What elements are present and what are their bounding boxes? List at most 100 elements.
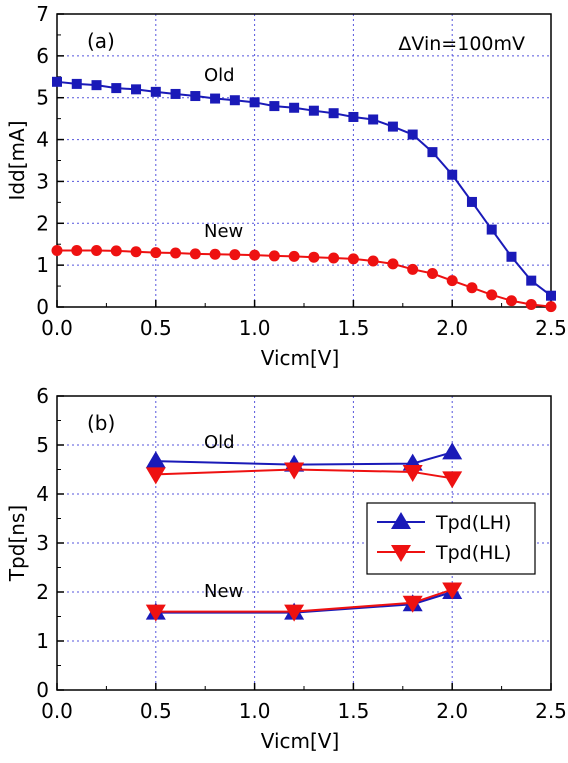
legend-label: Tpd(HL)	[435, 542, 511, 564]
data-point	[110, 245, 122, 257]
data-point	[348, 111, 359, 122]
old-curve-label: Old	[204, 65, 235, 86]
legend-marker	[391, 545, 411, 562]
legend-box	[366, 502, 536, 575]
data-point	[51, 244, 63, 256]
y-tick-label: 2	[36, 211, 49, 235]
y-tick-label: 1	[36, 629, 49, 653]
data-point	[170, 247, 182, 259]
data-point	[506, 251, 517, 262]
data-point	[209, 248, 221, 260]
x-tick-label: 0.5	[140, 316, 172, 340]
data-point	[210, 93, 221, 104]
data-point	[284, 604, 305, 622]
data-point	[442, 442, 463, 460]
y-tick-label: 3	[36, 531, 49, 555]
data-point	[91, 244, 103, 256]
data-point	[446, 275, 458, 287]
x-tick-label: 0.5	[140, 699, 172, 723]
data-point	[466, 196, 477, 207]
old-group-label: Old	[204, 432, 235, 453]
legend: Tpd(LH) Tpd(HL)	[366, 502, 536, 575]
data-point	[367, 255, 379, 267]
data-point	[145, 604, 166, 622]
data-point	[308, 105, 319, 116]
series-tpd-hl-	[145, 582, 463, 622]
x-tick-label: 1.0	[239, 316, 271, 340]
data-point	[442, 471, 463, 489]
y-tick-label: 5	[36, 86, 49, 110]
data-point	[407, 129, 418, 140]
y-tick-label: 0	[36, 295, 49, 319]
data-point	[268, 250, 280, 262]
series-line	[155, 588, 453, 613]
data-point	[387, 121, 398, 132]
data-point	[71, 78, 82, 89]
x-tick-label: 1.5	[337, 699, 369, 723]
data-point	[249, 249, 261, 261]
data-point	[402, 595, 423, 613]
data-point	[229, 249, 241, 261]
series-line	[155, 451, 453, 466]
data-point	[289, 102, 300, 113]
panel-label: (a)	[87, 29, 115, 53]
data-point	[150, 86, 161, 97]
data-point	[328, 108, 339, 119]
data-point	[407, 263, 419, 275]
data-point	[229, 95, 240, 106]
y-tick-label: 0	[36, 678, 49, 702]
data-point	[387, 258, 399, 270]
data-point	[427, 147, 438, 158]
y-tick-label: 6	[36, 384, 49, 408]
data-point	[466, 282, 478, 294]
data-point	[170, 88, 181, 99]
y-tick-label: 2	[36, 580, 49, 604]
x-tick-label: 0.0	[41, 316, 73, 340]
data-point	[486, 224, 497, 235]
data-point	[328, 252, 340, 264]
data-point	[447, 169, 458, 180]
data-point	[546, 290, 556, 301]
data-point	[308, 251, 320, 263]
delta-vin-annotation: ΔVin=100mV	[398, 33, 525, 55]
series-new	[51, 244, 557, 313]
plot-frame	[56, 13, 552, 308]
data-point	[111, 83, 122, 94]
data-point	[347, 253, 359, 265]
y-axis-title: Idd[mA]	[5, 120, 29, 200]
x-tick-label: 0.0	[41, 699, 73, 723]
x-tick-label: 2.0	[436, 699, 468, 723]
data-point	[269, 101, 280, 112]
data-point	[288, 250, 300, 262]
y-tick-label: 4	[36, 482, 49, 506]
series-line	[57, 249, 552, 308]
y-tick-label: 6	[36, 44, 49, 68]
y-tick-label: 1	[36, 253, 49, 277]
y-tick-label: 5	[36, 433, 49, 457]
x-tick-label: 2.5	[535, 316, 567, 340]
data-point	[505, 295, 517, 307]
data-point	[526, 275, 537, 286]
y-tick-label: 7	[36, 2, 49, 26]
data-point	[426, 268, 438, 280]
series-tpd-hl-	[145, 462, 463, 489]
x-tick-label: 2.0	[436, 316, 468, 340]
data-point	[368, 114, 379, 125]
legend-marker	[391, 512, 411, 529]
data-point	[545, 301, 557, 313]
data-point	[402, 464, 423, 482]
data-point	[71, 244, 83, 256]
series-line	[56, 80, 552, 297]
new-group-label: New	[204, 581, 243, 602]
data-point	[249, 97, 260, 108]
x-tick-label: 1.0	[239, 699, 271, 723]
data-point	[442, 582, 463, 600]
data-point	[91, 80, 102, 91]
x-axis-title: Vicm[V]	[261, 729, 340, 753]
panel-label: (b)	[87, 411, 115, 435]
data-point	[284, 462, 305, 480]
data-point	[145, 467, 166, 485]
data-point	[130, 246, 142, 258]
x-tick-label: 2.5	[535, 699, 567, 723]
